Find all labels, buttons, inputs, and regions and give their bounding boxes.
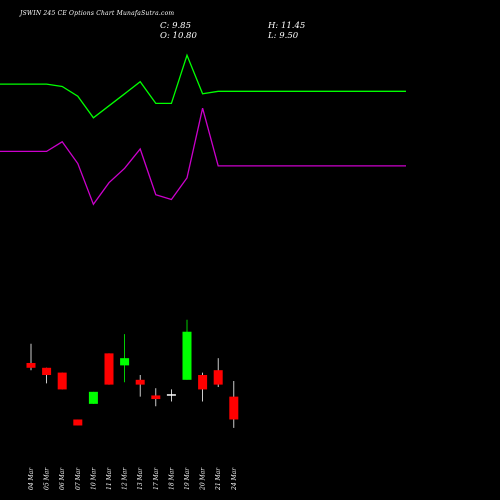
x-tick-label: 24 Mar [231,467,238,491]
open-value: O: 10.80 [160,31,197,41]
candle-body [229,396,239,420]
candle [57,372,67,390]
candle-body [213,370,223,385]
candle-body [73,419,83,426]
x-tick-label: 19 Mar [184,467,191,490]
candle-body [151,395,161,400]
candle-body [198,375,208,390]
candle [42,367,52,384]
candle [88,391,98,404]
candle-body [182,331,192,380]
indicator-line-1 [0,53,406,119]
candle-body [120,358,130,366]
candle-body [135,379,145,385]
indicator-line-2 [0,108,406,206]
candle [26,343,36,371]
candle [120,334,130,383]
high-value: H: 11.45 [268,21,306,31]
candle [135,375,145,397]
indicator-lines [0,53,406,206]
x-tick-label: 21 Mar [215,467,222,491]
x-tick-label: 04 Mar [28,467,35,490]
candle-body [26,362,36,368]
x-tick-label: 17 Mar [153,467,160,490]
low-value: L: 9.50 [268,31,299,41]
close-value: C: 9.85 [160,21,191,31]
chart-title: JSWIN 245 CE Options Chart MunafaSutra.c… [20,10,175,17]
x-tick-label: 12 Mar [122,467,129,490]
x-tick-label: 10 Mar [90,467,97,490]
x-axis-labels: 04 Mar 05 Mar 06 Mar 07 Mar 10 Mar 11 Mar 12 M… [28,467,238,491]
x-tick-label: 05 Mar [44,467,51,490]
candles [26,319,239,428]
x-tick-label: 11 Mar [106,467,113,490]
candle-body [57,372,67,390]
candle [198,372,208,402]
candle-body [42,367,52,375]
candle [73,419,83,426]
x-tick-label: 06 Mar [59,467,66,490]
candle [166,389,176,402]
x-tick-label: 20 Mar [200,467,207,491]
candle-body [88,391,98,404]
candle-body [104,353,114,385]
x-tick-label: 13 Mar [137,467,144,490]
candle [213,358,223,388]
candle [182,319,192,380]
candle [104,353,114,385]
candle [229,381,239,428]
candle-body [166,394,176,396]
x-tick-label: 07 Mar [75,467,82,490]
candle [151,388,161,407]
x-tick-label: 18 Mar [168,467,175,490]
